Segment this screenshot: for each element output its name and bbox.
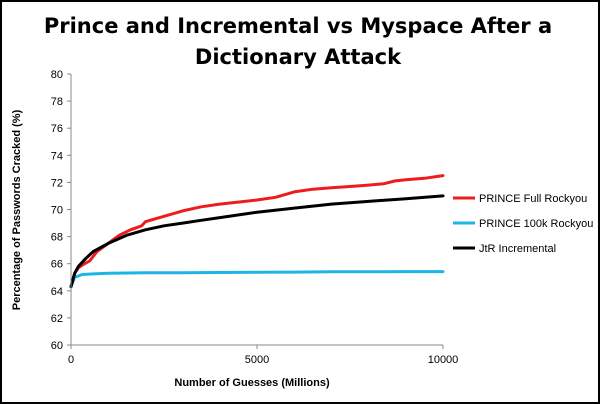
y-tick-label: 72 [51,177,63,189]
x-axis-ticks: 0 5000 10000 [68,345,458,366]
legend-label-prince-full-rockyou: PRINCE Full Rockyou [479,193,587,205]
y-tick-label: 60 [51,340,63,352]
y-tick-label: 66 [51,259,63,271]
chart-title-line-1: Prince and Incremental vs Myspace After … [44,14,552,38]
series-line-prince-full-rockyou [69,174,445,289]
chart-title-line-2: Dictionary Attack [195,45,402,69]
y-tick-label: 68 [51,232,63,244]
y-tick-label: 64 [51,286,63,298]
x-axis-title: Number of Guesses (Millions) [174,377,330,389]
y-tick-label: 78 [51,96,63,108]
series-line-prince-100k-rockyou [69,270,445,289]
x-tick-label: 10000 [428,354,459,366]
y-tick-label: 62 [51,313,63,325]
y-axis-ticks: 60 62 64 66 68 70 72 74 76 78 80 [51,69,71,352]
y-tick-label: 70 [51,205,63,217]
legend-label-prince-100k-rockyou: PRINCE 100k Rockyou [479,218,593,230]
series-layer [69,174,445,289]
y-tick-label: 74 [51,150,63,162]
y-axis-title: Percentage of Passwords Cracked (%) [11,109,23,310]
legend: PRINCE Full Rockyou PRINCE 100k Rockyou Jt… [453,193,593,255]
y-tick-label: 80 [51,69,63,81]
y-tick-label: 76 [51,123,63,135]
x-tick-label: 0 [68,354,74,366]
legend-label-jtr-incremental: JtR Incremental [479,243,556,255]
x-tick-label: 5000 [245,354,269,366]
series-line-jtr-incremental [69,194,445,289]
